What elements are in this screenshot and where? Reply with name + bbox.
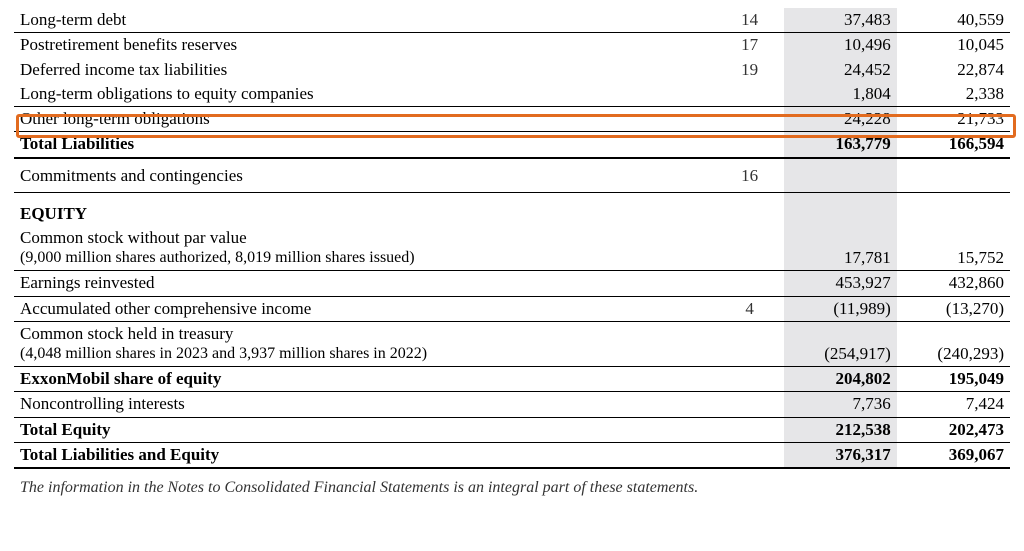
liability-label: Long-term obligations to equity companie… <box>14 82 716 107</box>
equity-value-current: (254,917) <box>784 321 897 366</box>
equity-row: Common stock held in treasury(4,048 mill… <box>14 321 1010 366</box>
commitments-v1 <box>784 158 897 193</box>
liability-note: 17 <box>716 33 784 58</box>
commitments-label: Commitments and contingencies <box>14 158 716 193</box>
liability-value-current: 1,804 <box>784 82 897 107</box>
equity-row: Common stock without par value(9,000 mil… <box>14 226 1010 271</box>
equity-header: EQUITY <box>14 192 716 226</box>
equity-row: ExxonMobil share of equity 204,802195,049 <box>14 367 1010 392</box>
equity-value-prior: (240,293) <box>897 321 1010 366</box>
equity-row: Noncontrolling interests 7,7367,424 <box>14 392 1010 417</box>
liability-note <box>716 107 784 132</box>
liability-value-prior: 2,338 <box>897 82 1010 107</box>
footnote-text: The information in the Notes to Consolid… <box>14 479 1010 497</box>
equity-value-prior: 7,424 <box>897 392 1010 417</box>
liability-row: Long-term debt1437,48340,559 <box>14 8 1010 33</box>
liability-value-prior: 10,045 <box>897 33 1010 58</box>
equity-label: Total Liabilities and Equity <box>14 442 716 468</box>
equity-label: Common stock held in treasury(4,048 mill… <box>14 321 716 366</box>
commitments-v2 <box>897 158 1010 193</box>
equity-value-current: 212,538 <box>784 417 897 442</box>
liability-value-prior: 40,559 <box>897 8 1010 33</box>
equity-header-row: EQUITY <box>14 192 1010 226</box>
equity-label: ExxonMobil share of equity <box>14 367 716 392</box>
liability-value-prior: 21,733 <box>897 107 1010 132</box>
equity-value-current: 17,781 <box>784 226 897 271</box>
equity-label: Common stock without par value(9,000 mil… <box>14 226 716 271</box>
equity-value-prior: (13,270) <box>897 296 1010 321</box>
liability-label: Total Liabilities <box>14 132 716 158</box>
liability-row: Other long-term obligations 24,22821,733 <box>14 107 1010 132</box>
equity-note <box>716 321 784 366</box>
liability-label: Deferred income tax liabilities <box>14 58 716 82</box>
liability-row: Deferred income tax liabilities1924,4522… <box>14 58 1010 82</box>
liability-label: Long-term debt <box>14 8 716 33</box>
liability-note <box>716 82 784 107</box>
liability-value-current: 24,452 <box>784 58 897 82</box>
equity-row: Total Equity 212,538202,473 <box>14 417 1010 442</box>
equity-value-prior: 369,067 <box>897 442 1010 468</box>
commitments-row: Commitments and contingencies 16 <box>14 158 1010 193</box>
equity-row: Earnings reinvested 453,927432,860 <box>14 271 1010 296</box>
equity-note <box>716 367 784 392</box>
equity-row: Accumulated other comprehensive income4(… <box>14 296 1010 321</box>
equity-note <box>716 226 784 271</box>
equity-value-current: 376,317 <box>784 442 897 468</box>
balance-sheet-excerpt: Long-term debt1437,48340,559Postretireme… <box>14 8 1010 497</box>
liability-row: Long-term obligations to equity companie… <box>14 82 1010 107</box>
liability-label: Other long-term obligations <box>14 107 716 132</box>
liability-value-prior: 22,874 <box>897 58 1010 82</box>
liability-value-current: 163,779 <box>784 132 897 158</box>
liability-value-prior: 166,594 <box>897 132 1010 158</box>
liability-row: Total Liabilities 163,779166,594 <box>14 132 1010 158</box>
equity-value-current: (11,989) <box>784 296 897 321</box>
commitments-note: 16 <box>716 158 784 193</box>
equity-note <box>716 271 784 296</box>
equity-value-prior: 432,860 <box>897 271 1010 296</box>
financial-table: Long-term debt1437,48340,559Postretireme… <box>14 8 1010 469</box>
equity-value-prior: 15,752 <box>897 226 1010 271</box>
equity-note <box>716 442 784 468</box>
equity-note <box>716 392 784 417</box>
equity-row: Total Liabilities and Equity 376,317369,0… <box>14 442 1010 468</box>
liability-note: 14 <box>716 8 784 33</box>
equity-value-current: 453,927 <box>784 271 897 296</box>
equity-note: 4 <box>716 296 784 321</box>
equity-value-prior: 202,473 <box>897 417 1010 442</box>
equity-value-current: 7,736 <box>784 392 897 417</box>
equity-label: Accumulated other comprehensive income <box>14 296 716 321</box>
liability-note: 19 <box>716 58 784 82</box>
equity-note <box>716 417 784 442</box>
liability-row: Postretirement benefits reserves1710,496… <box>14 33 1010 58</box>
equity-label: Total Equity <box>14 417 716 442</box>
equity-label: Earnings reinvested <box>14 271 716 296</box>
liability-value-current: 37,483 <box>784 8 897 33</box>
liability-value-current: 10,496 <box>784 33 897 58</box>
liability-note <box>716 132 784 158</box>
liability-label: Postretirement benefits reserves <box>14 33 716 58</box>
equity-value-current: 204,802 <box>784 367 897 392</box>
equity-value-prior: 195,049 <box>897 367 1010 392</box>
liability-value-current: 24,228 <box>784 107 897 132</box>
equity-label: Noncontrolling interests <box>14 392 716 417</box>
